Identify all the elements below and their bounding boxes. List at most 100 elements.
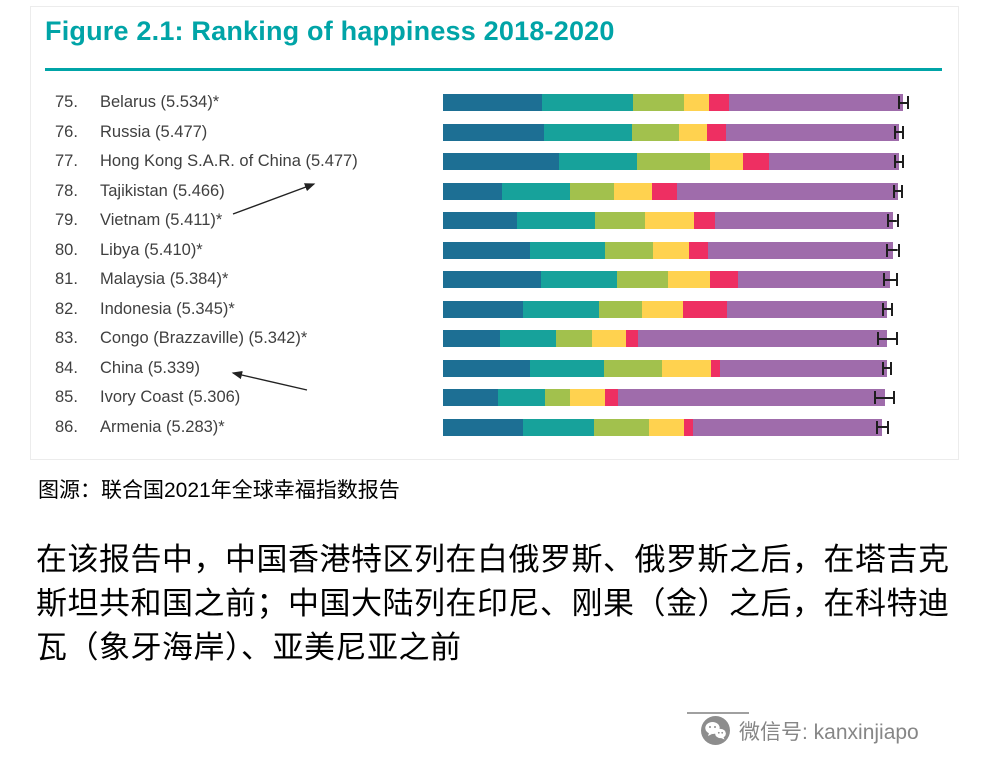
bar-segment [661,359,711,377]
bar-segment [443,389,498,407]
row-rank: 76. [55,122,78,141]
bar-segment [682,300,727,318]
error-bar [876,332,899,346]
error-bar [875,420,890,434]
bar-segment [679,123,707,141]
bar-segment [497,389,546,407]
bar-segment [710,153,744,171]
bar-segment [559,153,637,171]
row-label: Armenia (5.283)* [100,417,225,436]
bar-segment [541,271,617,289]
article-paragraph: 在该报告中，中国香港特区列在白俄罗斯、俄罗斯之后，在塔吉克斯坦共和国之前；中国大… [36,542,950,666]
bar-segment [618,389,885,407]
bar-segment [530,241,606,259]
row-rank: 79. [55,211,78,230]
bar-segment [529,359,605,377]
bar-zone [443,153,913,171]
bar-zone [443,94,913,112]
error-bar [873,391,896,405]
bar-segment [676,182,898,200]
row-rank: 85. [55,388,78,407]
error-bar [893,125,904,139]
watermark-divider [687,712,749,714]
row-label: Russia (5.477) [100,122,208,141]
chart-row: 75. Belarus (5.534)* [55,88,913,118]
bar-segment [502,182,571,200]
bar-segment [605,241,653,259]
row-label: Belarus (5.534)* [100,93,220,112]
error-bar [881,302,894,316]
row-rank: 81. [55,270,78,289]
bar-segment [604,359,662,377]
bar-segment [593,418,650,436]
bar-stack [443,389,913,407]
row-rank: 82. [55,299,78,318]
row-rank: 86. [55,417,78,436]
bar-segment [684,418,694,436]
bar-segment [517,212,596,230]
bar-stack [443,94,913,112]
bar-stack [443,212,913,230]
bar-segment [706,123,726,141]
bar-segment [443,153,560,171]
chart-row: 79. Vietnam (5.411)* [55,206,913,236]
bar-segment [443,418,523,436]
bar-segment [570,389,606,407]
bar-zone [443,241,913,259]
chart-rows: 75. Belarus (5.534)* 76. Russia (5.477) … [55,88,913,442]
error-bar [887,214,899,228]
bar-segment [633,94,685,112]
watermark-label: 微信号: kanxinjiapo [739,720,919,744]
row-label: China (5.339) [100,358,200,377]
bar-segment [636,153,711,171]
bar-stack [443,300,913,318]
bar-zone [443,330,913,348]
bar-zone [443,300,913,318]
bar-segment [522,300,599,318]
bar-segment [570,182,614,200]
row-label: Ivory Coast (5.306) [100,388,241,407]
bar-segment [522,418,594,436]
bar-stack [443,153,913,171]
bar-segment [668,271,710,289]
bar-segment [556,330,592,348]
bar-segment [743,153,770,171]
bar-zone [443,359,913,377]
chart-row: 86. Armenia (5.283)* [55,413,913,443]
row-rank: 75. [55,93,78,112]
bar-segment [707,241,893,259]
bar-segment [625,330,639,348]
bar-segment [709,94,730,112]
row-label: Libya (5.410)* [100,240,203,259]
bar-segment [544,123,632,141]
row-label: Hong Kong S.A.R. of China (5.477) [100,152,358,171]
chart-row: 84. China (5.339) [55,354,913,384]
error-bar [882,361,893,375]
chart-row: 82. Indonesia (5.345)* [55,295,913,325]
bar-stack [443,123,913,141]
bar-zone [443,212,913,230]
bar-stack [443,359,913,377]
bar-segment [710,359,720,377]
chart-row: 83. Congo (Brazzaville) (5.342)* [55,324,913,354]
bar-segment [443,359,530,377]
bar-segment [769,153,899,171]
row-label: Malaysia (5.384)* [100,270,229,289]
bar-segment [631,123,680,141]
row-rank: 78. [55,181,78,200]
bar-segment [719,359,888,377]
row-label: Indonesia (5.345)* [100,299,235,318]
bar-segment [541,94,634,112]
bar-segment [684,94,710,112]
bar-segment [591,330,626,348]
bar-stack [443,271,913,289]
bar-zone [443,123,913,141]
bar-segment [651,182,677,200]
bar-segment [545,389,571,407]
error-bar [883,273,899,287]
error-bar [897,96,910,110]
row-label: Tajikistan (5.466) [100,181,225,200]
row-rank: 80. [55,240,78,259]
bar-segment [689,241,708,259]
row-rank: 77. [55,152,78,171]
